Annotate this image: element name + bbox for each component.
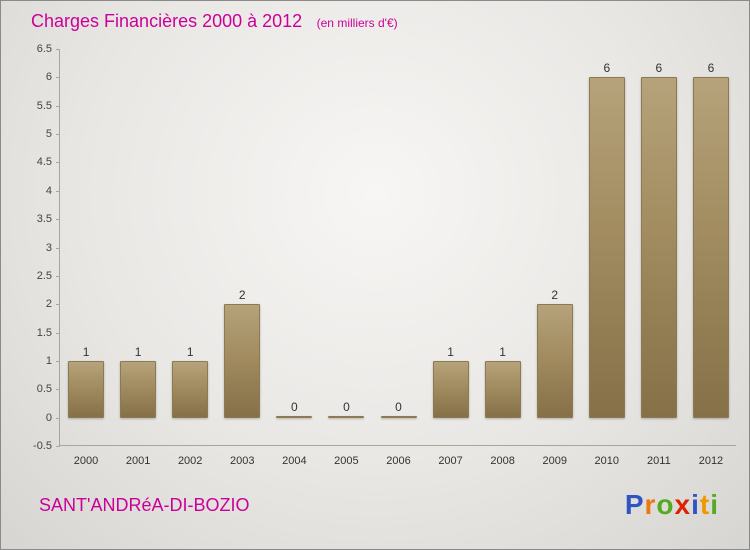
y-axis-tick-label: 0.5	[36, 383, 52, 396]
y-axis-tick-label: 3	[45, 241, 52, 254]
bar	[276, 415, 313, 418]
logo-letter: i	[691, 489, 700, 520]
y-axis-tick-label: 6.5	[36, 43, 52, 55]
y-axis-tick-mark	[56, 247, 60, 249]
bar	[588, 77, 625, 418]
y-axis-tick-label: 2.5	[36, 269, 52, 282]
y-axis-tick-mark	[56, 304, 60, 306]
bar-value-label: 1	[186, 344, 194, 359]
logo-letter: t	[699, 489, 711, 520]
bar-value-label: 2	[551, 288, 559, 303]
y-axis-tick-label: 1.5	[36, 326, 52, 339]
y-axis-tick-label: -0.5	[33, 440, 52, 452]
proxiti-logo: Proxiti	[625, 489, 719, 521]
x-axis-tick-label: 2000	[73, 455, 99, 467]
bar	[692, 77, 729, 418]
bar-value-label: 6	[603, 61, 611, 76]
x-axis-tick-label: 2005	[334, 455, 359, 467]
plot-wrap: 6.5 6 5.5 5 4.5 4 3.5 3 2.5 2 1.5 1 0.5 0 -0.5 1 2000 1 20…	[33, 43, 736, 467]
y-axis-tick-mark	[56, 219, 60, 221]
logo-letter: P	[624, 489, 645, 520]
bar	[640, 77, 677, 418]
plot-area: 6.5 6 5.5 5 4.5 4 3.5 3 2.5 2 1.5 1 0.5 0 -0.5 1 2000 1 20…	[33, 43, 736, 467]
bar	[432, 360, 469, 418]
y-axis-tick-label: 1	[45, 354, 52, 367]
y-axis-tick-label: 4.5	[36, 156, 52, 169]
bar	[224, 304, 261, 418]
bar-value-label: 0	[291, 399, 298, 414]
y-axis-tick-mark	[56, 446, 60, 447]
bar	[68, 360, 105, 418]
y-axis-tick-mark	[56, 360, 60, 362]
bar	[380, 415, 417, 418]
bar-value-label: 1	[499, 344, 506, 359]
bar-value-label: 1	[134, 344, 142, 359]
x-axis-tick-label: 2008	[490, 455, 515, 467]
y-axis-tick-mark	[56, 105, 60, 107]
bar-value-label: 0	[343, 399, 350, 414]
x-axis-tick-label: 2011	[647, 455, 671, 467]
y-axis-tick-mark	[56, 162, 60, 164]
bar-value-label: 6	[655, 61, 663, 76]
bar	[536, 304, 573, 418]
x-axis-tick-label: 2007	[438, 455, 463, 467]
logo-letter: r	[644, 489, 657, 520]
x-axis-tick-label: 2003	[230, 455, 255, 467]
y-axis-tick-mark	[56, 417, 60, 419]
x-axis-tick-label: 2006	[386, 455, 411, 467]
bar	[484, 360, 521, 418]
bar-value-label: 0	[395, 399, 402, 414]
x-axis-tick-label: 2001	[125, 455, 151, 467]
chart-title: Charges Financières 2000 à 2012	[31, 11, 303, 31]
x-axis-tick-label: 2009	[542, 455, 567, 467]
chart-header: Charges Financières 2000 à 2012 (en mill…	[31, 11, 398, 32]
logo-letter: o	[656, 489, 675, 520]
y-axis-tick-label: 5	[45, 128, 52, 141]
y-axis-tick-label: 2	[45, 298, 52, 311]
company-name: SANT'ANDRéA-DI-BOZIO	[39, 495, 250, 515]
bar	[328, 415, 365, 418]
bar	[120, 360, 157, 418]
y-axis-tick-mark	[56, 275, 60, 277]
y-axis-tick-label: 4	[45, 184, 52, 197]
bar-value-label: 6	[707, 61, 715, 76]
y-axis-tick-label: 6	[45, 71, 52, 84]
chart-subtitle: (en milliers d'€)	[316, 16, 398, 30]
bar	[172, 360, 209, 418]
logo-letter: i	[710, 489, 719, 520]
y-axis-tick-label: 3.5	[36, 213, 52, 226]
x-axis-tick-label: 2004	[282, 455, 307, 467]
bar-value-label: 1	[82, 344, 90, 359]
y-axis-tick-label: 0	[45, 411, 52, 424]
y-axis-tick-mark	[56, 389, 60, 391]
y-axis-tick-mark	[56, 190, 60, 192]
bar-value-label: 2	[238, 288, 246, 303]
y-axis-tick-mark	[56, 332, 60, 334]
y-axis-tick-label: 5.5	[36, 99, 52, 112]
x-axis-tick-label: 2012	[698, 455, 724, 467]
bar-value-label: 1	[447, 344, 454, 359]
y-axis-tick-mark	[56, 134, 60, 136]
x-axis-tick-label: 2010	[594, 455, 620, 467]
y-axis-tick-mark	[56, 77, 60, 79]
logo-letter: x	[674, 489, 692, 520]
y-axis-tick-mark	[56, 49, 60, 50]
x-axis-tick-label: 2002	[177, 455, 203, 467]
